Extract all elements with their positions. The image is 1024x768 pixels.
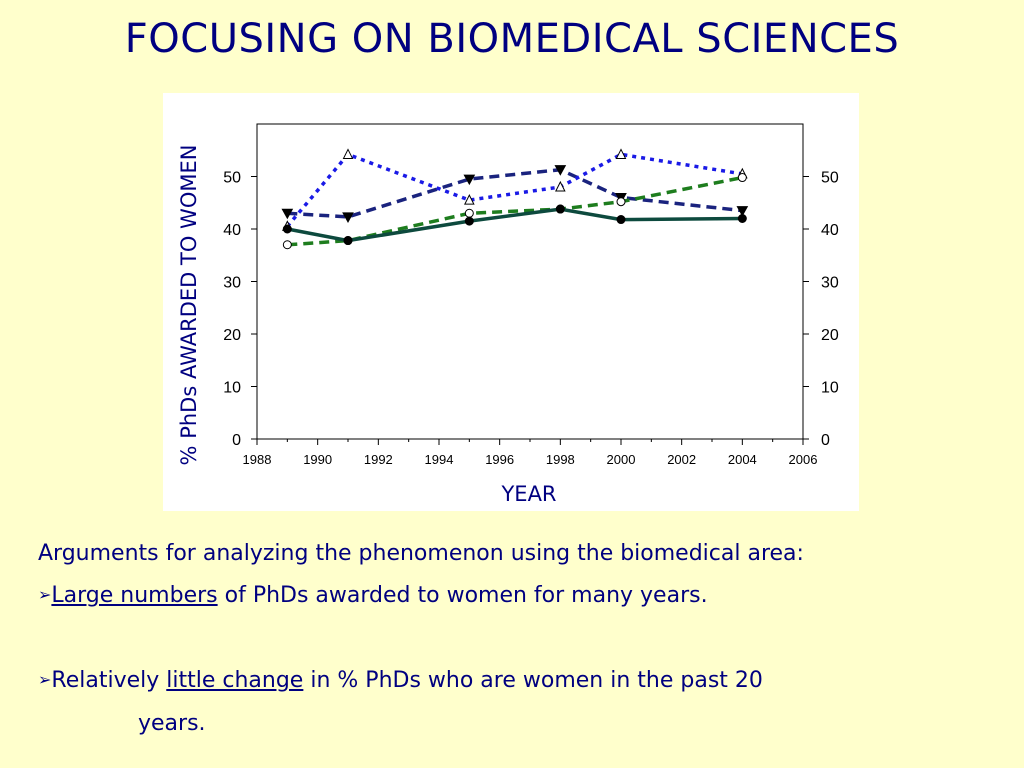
series-4-point bbox=[343, 236, 353, 246]
axes: 1988 1990 1992 1994 1996 1998 2000 2002 2004 2006… bbox=[223, 123, 839, 467]
body-text: Arguments for analyzing the phenomenon u… bbox=[38, 533, 998, 745]
series-1-point bbox=[463, 174, 476, 186]
series-4-point bbox=[464, 216, 474, 226]
y-tick-label-left: 10 bbox=[223, 380, 241, 397]
y-tick-label-right: 40 bbox=[821, 222, 839, 239]
bullet-1-text: of PhDs awarded to women for many years. bbox=[217, 583, 708, 608]
x-tick-label: 1990 bbox=[303, 452, 332, 467]
bullet-1-emphasis: Large numbers bbox=[51, 583, 218, 608]
x-tick-label: 1998 bbox=[546, 452, 575, 467]
series-4-point bbox=[737, 214, 747, 223]
series-3-point bbox=[616, 197, 626, 207]
series-4-line bbox=[286, 207, 743, 243]
series-4-point bbox=[555, 204, 565, 214]
series-2-point bbox=[464, 194, 475, 205]
y-tick-label-left: 40 bbox=[223, 222, 241, 239]
series-3-point bbox=[737, 173, 747, 183]
bullet-2: ➢Relatively little change in % PhDs who … bbox=[38, 660, 998, 703]
line-chart: 1988 1990 1992 1994 1996 1998 2000 2002 2004 2006… bbox=[177, 123, 839, 506]
series-1-line bbox=[287, 167, 743, 219]
y-tick-label-right: 0 bbox=[821, 432, 830, 449]
y-tick-label-left: 30 bbox=[223, 275, 241, 292]
intro-text: Arguments for analyzing the phenomenon u… bbox=[38, 541, 804, 566]
series-1-point bbox=[342, 212, 354, 223]
bullet-2-emphasis: little change bbox=[166, 668, 304, 693]
series-layer bbox=[281, 148, 749, 250]
y-tick-label-right: 50 bbox=[821, 170, 839, 187]
series-4-point bbox=[616, 215, 626, 225]
x-tick-label: 1992 bbox=[364, 452, 393, 467]
bullet-1: ➢Large numbers of PhDs awarded to women … bbox=[38, 575, 998, 618]
arrow-bullet-icon: ➢ bbox=[38, 670, 52, 689]
intro-line: Arguments for analyzing the phenomenon u… bbox=[38, 533, 998, 575]
x-tick-label: 1996 bbox=[485, 452, 514, 467]
series-3-point bbox=[464, 208, 474, 218]
series-2-point bbox=[555, 180, 566, 192]
series-2-point bbox=[615, 148, 627, 159]
bullet-2-continuation-text: years. bbox=[138, 711, 206, 736]
y-tick-label-right: 30 bbox=[821, 275, 839, 292]
x-tick-label: 2006 bbox=[789, 452, 818, 467]
series-1-point bbox=[736, 206, 749, 217]
y-tick-label-left: 20 bbox=[223, 327, 241, 344]
spacer bbox=[38, 618, 998, 660]
x-tick-label: 1988 bbox=[243, 452, 272, 467]
chart-panel: 1988 1990 1992 1994 1996 1998 2000 2002 2004 2006… bbox=[163, 93, 859, 511]
bullet-2-prefix: Relatively bbox=[51, 668, 167, 693]
y-tick-label-right: 10 bbox=[821, 380, 839, 397]
y-tick-label-left: 0 bbox=[232, 432, 241, 449]
series-3-point bbox=[282, 240, 292, 250]
x-tick-label: 2004 bbox=[728, 452, 757, 467]
series-2-point bbox=[342, 148, 354, 159]
x-tick-label: 2000 bbox=[607, 452, 636, 467]
x-tick-label: 1994 bbox=[425, 452, 454, 467]
bullet-2-continuation: years. bbox=[38, 703, 998, 745]
series-3 bbox=[282, 173, 747, 250]
series-4 bbox=[282, 204, 747, 246]
x-tick-label: 2002 bbox=[667, 452, 696, 467]
series-1-point bbox=[554, 165, 567, 176]
x-axis-title: YEAR bbox=[500, 482, 556, 506]
y-axis-title: % PhDs AWARDED TO WOMEN bbox=[177, 145, 201, 466]
series-1-point bbox=[281, 208, 294, 220]
arrow-bullet-icon: ➢ bbox=[38, 585, 52, 604]
y-tick-label-left: 50 bbox=[223, 170, 241, 187]
bullet-2-text: in % PhDs who are women in the past 20 bbox=[303, 668, 763, 693]
slide-title: FOCUSING ON BIOMEDICAL SCIENCES bbox=[124, 16, 900, 62]
series-4-point bbox=[282, 224, 292, 234]
series-2-line bbox=[285, 152, 743, 228]
series-3-line bbox=[287, 175, 743, 247]
y-tick-label-right: 20 bbox=[821, 327, 839, 344]
